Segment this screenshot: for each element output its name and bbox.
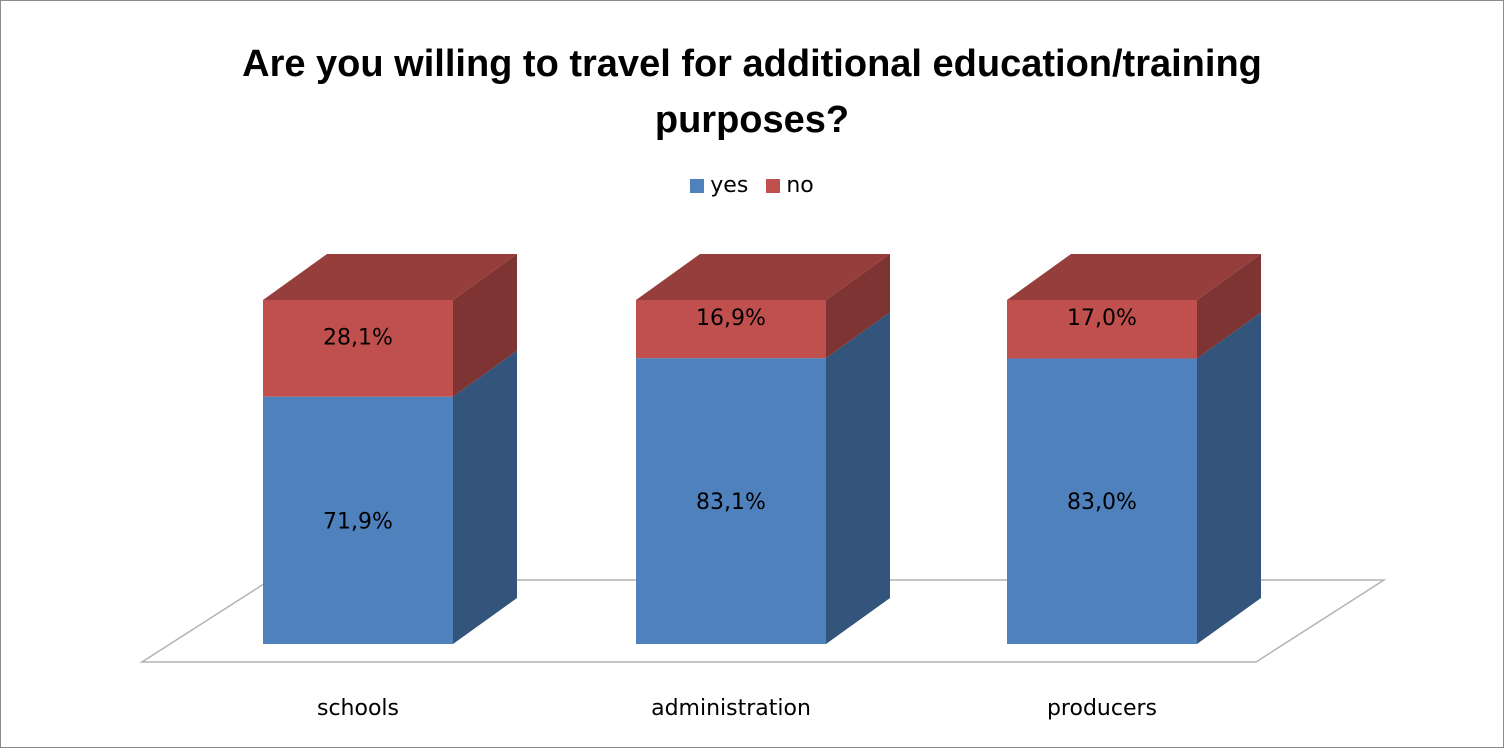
category-label-administration: administration bbox=[651, 696, 811, 721]
legend-label-no: no bbox=[786, 173, 814, 198]
category-label-producers: producers bbox=[1047, 696, 1157, 721]
data-label-yes-administration: 83,1% bbox=[696, 490, 766, 515]
data-label-no-administration: 16,9% bbox=[696, 306, 766, 331]
chart-legend: yes no bbox=[0, 173, 1504, 198]
bar-side-yes-schools bbox=[453, 350, 517, 644]
bar-yes-schools bbox=[263, 396, 453, 644]
chart-title-line-2: purposes? bbox=[654, 99, 850, 141]
legend-item-no: no bbox=[766, 173, 814, 198]
chart-title: Are you willing to travel for additional… bbox=[0, 36, 1504, 148]
legend-swatch-yes bbox=[690, 178, 705, 193]
legend-swatch-no bbox=[766, 178, 781, 193]
data-label-yes-producers: 83,0% bbox=[1067, 490, 1137, 515]
bar-no-administration bbox=[636, 300, 826, 359]
bar-yes-producers bbox=[1007, 358, 1197, 644]
bar-side-no-schools bbox=[453, 254, 517, 397]
bar-yes-administration bbox=[636, 358, 826, 644]
bar-no-producers bbox=[1007, 300, 1197, 359]
bar-side-no-administration bbox=[826, 254, 890, 359]
data-label-no-producers: 17,0% bbox=[1067, 306, 1137, 331]
bar-no-schools bbox=[263, 300, 453, 397]
data-label-yes-schools: 71,9% bbox=[323, 509, 393, 534]
bar-top-no-schools bbox=[263, 254, 517, 300]
bar-top-no-administration bbox=[636, 254, 890, 300]
bar-side-yes-producers bbox=[1197, 312, 1261, 644]
legend-label-yes: yes bbox=[710, 173, 749, 198]
bar-top-no-producers bbox=[1007, 254, 1261, 300]
bar-side-no-producers bbox=[1197, 254, 1261, 359]
data-label-no-schools: 28,1% bbox=[323, 325, 393, 350]
bar-side-yes-administration bbox=[826, 312, 890, 644]
legend-item-yes: yes bbox=[690, 173, 748, 198]
category-label-schools: schools bbox=[317, 696, 399, 721]
chart-title-line-1: Are you willing to travel for additional… bbox=[242, 43, 1262, 85]
